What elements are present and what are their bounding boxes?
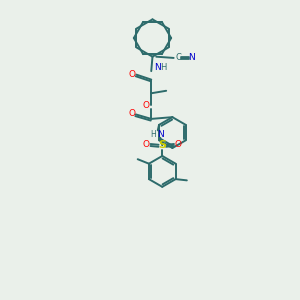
Text: S: S — [158, 140, 166, 150]
Text: O: O — [128, 109, 135, 118]
Text: N: N — [154, 63, 161, 72]
Text: H: H — [160, 63, 167, 72]
Text: H: H — [150, 130, 156, 139]
Text: O: O — [143, 140, 150, 148]
Text: N: N — [188, 53, 195, 62]
Text: O: O — [142, 101, 149, 110]
Text: C: C — [175, 53, 181, 62]
Text: O: O — [129, 70, 136, 79]
Text: N: N — [157, 130, 164, 139]
Text: O: O — [175, 140, 182, 148]
